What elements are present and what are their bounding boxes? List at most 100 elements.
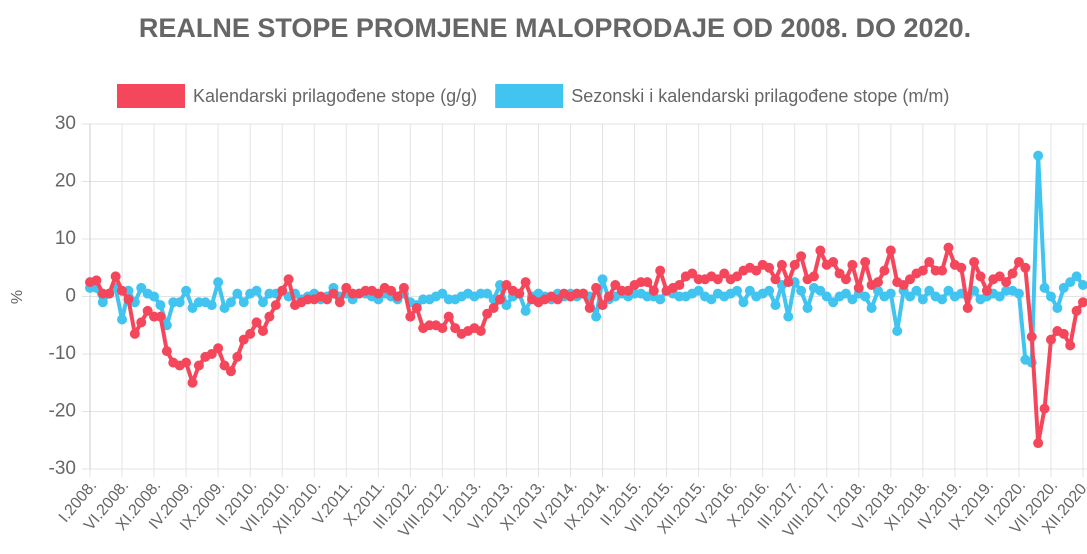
point [847,294,858,305]
point [1013,257,1024,267]
point [193,360,204,371]
point [591,311,602,322]
point [187,303,198,313]
point [488,303,499,313]
point [1078,280,1087,290]
point [956,262,967,273]
point [1039,403,1050,414]
point [482,308,493,319]
series-line [89,245,1085,446]
point [578,288,589,299]
point [764,262,775,273]
series-line [90,153,1085,365]
point [796,285,807,296]
point [398,282,409,293]
point [341,282,352,293]
point [149,291,160,302]
point [937,294,948,305]
point [1058,282,1069,293]
point [764,285,775,296]
point [405,311,416,322]
point [840,288,851,299]
point [1001,277,1012,288]
point [892,326,903,336]
point [552,294,563,305]
point [642,277,653,288]
point [879,265,890,276]
point [475,326,486,336]
point [610,280,621,290]
point [270,300,281,311]
point [872,285,883,296]
point [155,311,166,322]
point [328,288,339,299]
point [225,366,236,377]
point [181,285,192,296]
point [443,311,454,322]
point [597,300,608,311]
point [501,300,512,311]
point [1065,277,1076,288]
point [142,305,153,316]
point [898,280,909,290]
point [257,297,268,308]
point [283,274,294,285]
point [969,257,980,267]
point [219,360,230,371]
point [975,271,986,282]
point [450,323,461,334]
point [1071,271,1082,282]
point [994,271,1005,282]
point [655,265,666,276]
point [1020,262,1031,273]
point [712,274,723,285]
point [828,297,839,308]
point [937,265,948,276]
point [1033,438,1044,449]
point [853,282,864,293]
point [770,300,781,311]
point [866,303,877,313]
point [373,288,384,299]
legend-swatch [117,84,185,108]
point [860,291,871,302]
point [1078,297,1087,308]
point [277,285,288,296]
point [776,259,787,270]
point [1065,340,1076,351]
point [97,297,108,308]
point [905,274,916,285]
point [213,343,224,354]
y-tick-label: 0 [65,286,76,307]
point [520,305,531,316]
point [770,274,781,285]
point [257,326,268,336]
point [392,291,403,302]
y-tick-label: -10 [49,343,76,364]
point [802,303,813,313]
point [962,303,973,313]
point [181,357,192,368]
point [808,271,819,282]
point [334,297,345,308]
point [732,271,743,282]
point [104,288,115,299]
legend-label: Sezonski i kalendarski prilagođene stope… [571,86,949,106]
point [520,277,531,288]
point [501,280,512,290]
point [655,294,666,305]
point [437,323,448,334]
point [905,291,916,302]
point [136,282,147,293]
point [514,288,525,299]
point [1058,328,1069,339]
point [943,242,954,253]
point [732,285,743,296]
point [482,288,493,299]
point [783,277,794,288]
point [584,303,595,313]
point [174,297,185,308]
point [495,294,506,305]
point [1026,331,1037,342]
